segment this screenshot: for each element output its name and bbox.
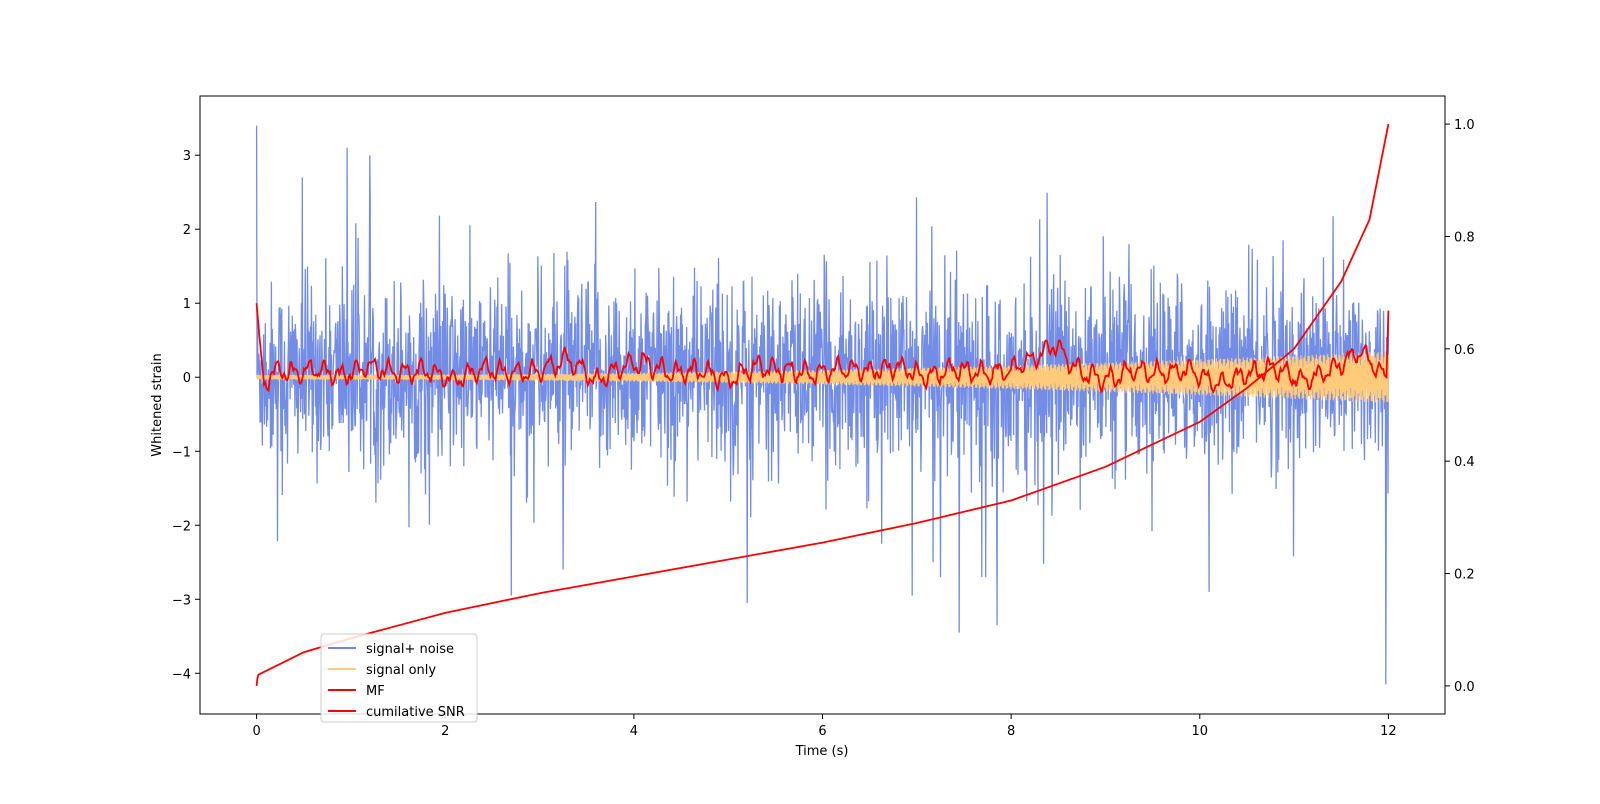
- y-tick-label: 0: [183, 371, 191, 386]
- legend-box: [320, 633, 478, 723]
- y2-tick-label: 0.8: [1454, 230, 1475, 245]
- y-tick-label: −1: [172, 445, 191, 460]
- y-axis-left: −4 −3 −2 −1 0 1 2 3: [172, 149, 200, 682]
- y-tick-label: 2: [183, 223, 191, 238]
- series-signal-only-line: [256, 351, 1389, 403]
- y-tick-label: −3: [172, 593, 191, 608]
- y-axis-label: Whitened strain: [150, 353, 165, 456]
- x-tick-label: 8: [1007, 724, 1015, 739]
- x-tick-label: 6: [818, 724, 826, 739]
- series-layer: [255, 123, 1390, 686]
- legend: signal+ noise signal only MF cumilative SNR: [320, 633, 478, 723]
- y2-tick-label: 1.0: [1454, 118, 1475, 133]
- x-tick-label: 10: [1191, 724, 1208, 739]
- x-tick-label: 12: [1380, 724, 1397, 739]
- x-axis: 0 2 4 6 8 10 12: [252, 714, 1397, 739]
- legend-label: cumilative SNR: [366, 705, 465, 720]
- y2-tick-label: 0.4: [1454, 455, 1475, 470]
- y-axis-right: 0.0 0.2 0.4 0.6 0.8 1.0: [1445, 118, 1475, 695]
- y-tick-label: 3: [183, 149, 191, 164]
- x-tick-label: 4: [630, 724, 638, 739]
- series-cumulative-snr-line: [255, 123, 1390, 686]
- series-mf-line: [255, 303, 1390, 394]
- x-axis-label: Time (s): [795, 744, 849, 759]
- y-tick-label: −2: [172, 519, 191, 534]
- series-signal-noise-line: [255, 125, 1390, 685]
- legend-label: signal only: [366, 663, 436, 678]
- y2-tick-label: 0.0: [1454, 680, 1475, 695]
- y-tick-label: 1: [183, 297, 191, 312]
- x-tick-label: 2: [441, 724, 449, 739]
- y2-tick-label: 0.6: [1454, 343, 1475, 358]
- legend-label: MF: [366, 684, 385, 699]
- x-tick-label: 0: [252, 724, 260, 739]
- y-tick-label: −4: [172, 667, 191, 682]
- legend-label: signal+ noise: [366, 642, 454, 657]
- y2-tick-label: 0.2: [1454, 568, 1475, 583]
